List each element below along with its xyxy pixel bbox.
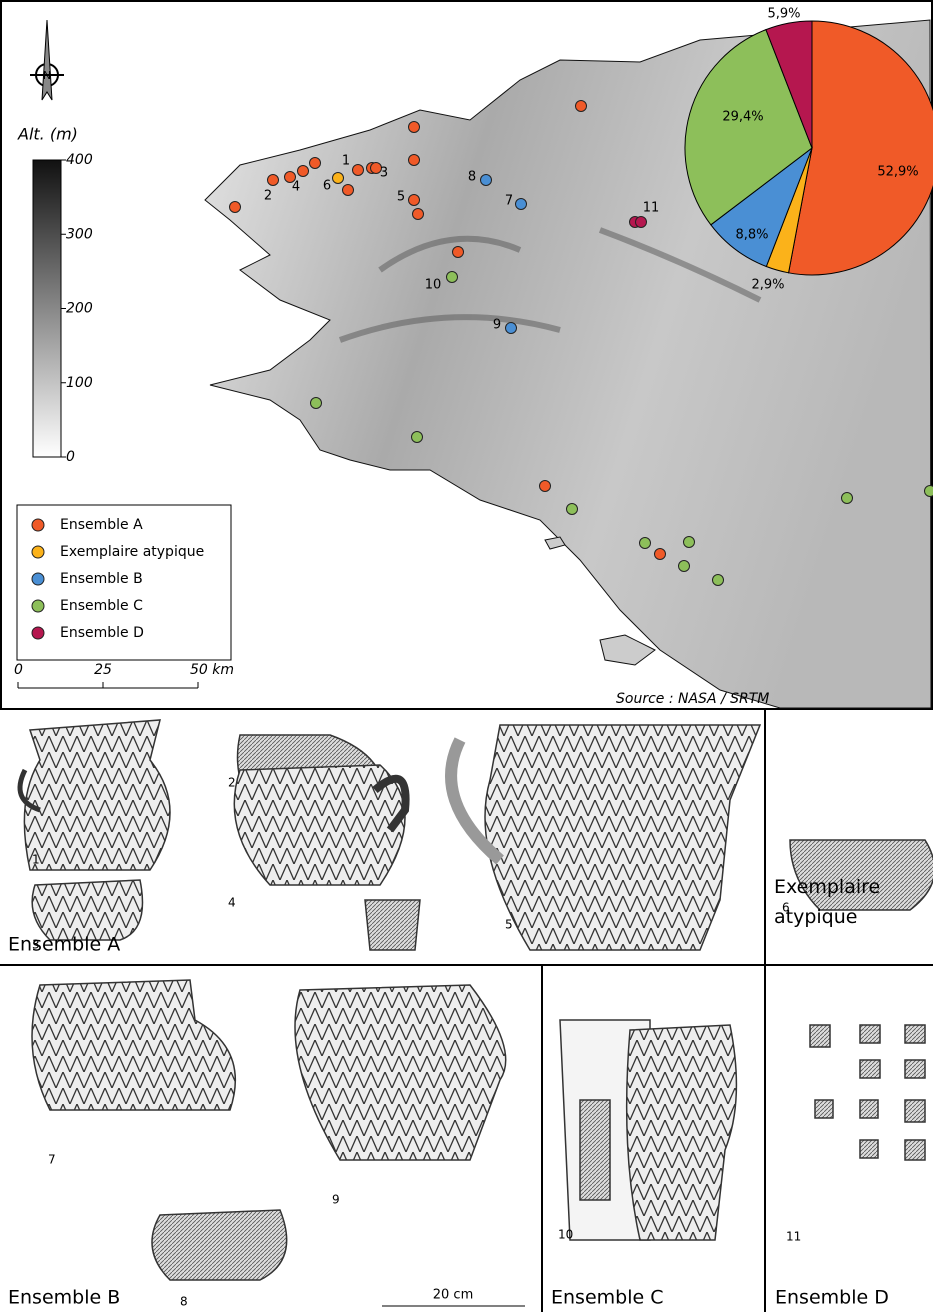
site: [413, 209, 424, 220]
legend-label: Ensemble D: [60, 625, 144, 641]
legend-swatch: [32, 573, 44, 585]
site: [481, 175, 492, 186]
site: [679, 561, 690, 572]
site-label: 3: [380, 166, 388, 181]
item-label: 9: [332, 1193, 340, 1207]
site: [268, 175, 279, 186]
site: [230, 202, 241, 213]
item-label: 3: [32, 938, 40, 952]
site: [310, 158, 321, 169]
site-label: 10: [425, 278, 442, 293]
pottery-drawings: [20, 720, 933, 1280]
site: [333, 173, 344, 184]
legend-swatch: [32, 627, 44, 639]
altitude-bar: [33, 160, 61, 457]
pie-label: 8,8%: [735, 228, 768, 243]
site: [343, 185, 354, 196]
legend-label: Exemplaire atypique: [60, 544, 204, 560]
site: [567, 504, 578, 515]
group-label: Ensemble A: [8, 934, 120, 956]
north-label: N: [43, 69, 51, 82]
site-label: 8: [468, 170, 476, 185]
site: [409, 155, 420, 166]
site-label: 2: [264, 189, 272, 204]
legend-swatch: [32, 600, 44, 612]
item-label: 8: [180, 1295, 188, 1309]
item-label: 5: [505, 918, 513, 932]
pie-label: 2,9%: [751, 278, 784, 293]
site: [842, 493, 853, 504]
legend-label: Ensemble A: [60, 517, 143, 533]
site: [684, 537, 695, 548]
source: Source : NASA / SRTM: [616, 691, 769, 707]
altitude-tick-label: 400: [66, 152, 93, 168]
site-label: 7: [505, 194, 513, 209]
site: [412, 432, 423, 443]
item-label: 2: [228, 776, 236, 790]
altitude-tick-label: 200: [66, 301, 93, 317]
site: [409, 122, 420, 133]
scale-label: 0: [14, 662, 23, 678]
item-label: 10: [558, 1228, 573, 1242]
legend-label: Ensemble B: [60, 571, 143, 587]
scale-label: 25: [94, 662, 112, 678]
site: [506, 323, 517, 334]
group-label: Ensemble B: [8, 1287, 120, 1309]
scale-label: 50 km: [190, 662, 234, 678]
site: [640, 538, 651, 549]
item-label: 7: [48, 1153, 56, 1167]
site: [636, 217, 647, 228]
group-label: Exemplaire atypique: [774, 872, 904, 932]
site-label: 1: [342, 154, 350, 169]
site-label: 11: [643, 201, 660, 216]
plate-scale: 20 cm: [433, 1288, 474, 1303]
altitude-tick-label: 0: [66, 449, 75, 465]
altitude-tick-label: 100: [66, 375, 93, 391]
page: N Alt. (m) 0 25 50 km Source : NASA / SR…: [0, 0, 933, 1312]
figure: N Alt. (m) 0 25 50 km Source : NASA / SR…: [0, 0, 933, 1312]
site-label: 5: [397, 190, 405, 205]
site: [655, 549, 666, 560]
site: [576, 101, 587, 112]
site: [353, 165, 364, 176]
group-label: Ensemble C: [551, 1287, 663, 1309]
legend-label: Ensemble C: [60, 598, 143, 614]
altitude-tick-label: 300: [66, 226, 93, 242]
site-label: 6: [323, 179, 331, 194]
item-label: 4: [228, 896, 236, 910]
site: [409, 195, 420, 206]
legend-swatch: [32, 519, 44, 531]
legend-swatch: [32, 546, 44, 558]
site-label: 9: [493, 318, 501, 333]
site: [516, 199, 527, 210]
site: [713, 575, 724, 586]
site: [453, 247, 464, 258]
pie-label: 5,9%: [767, 7, 800, 22]
pie-label: 52,9%: [877, 165, 918, 180]
item-label: 1: [32, 853, 40, 867]
site: [447, 272, 458, 283]
site-label: 4: [292, 180, 300, 195]
pie-label: 29,4%: [722, 110, 763, 125]
item-label: 11: [786, 1230, 801, 1244]
site: [298, 166, 309, 177]
site: [925, 486, 933, 497]
site: [540, 481, 551, 492]
altitude-title: Alt. (m): [17, 125, 78, 144]
group-label: Ensemble D: [775, 1287, 889, 1309]
site: [311, 398, 322, 409]
